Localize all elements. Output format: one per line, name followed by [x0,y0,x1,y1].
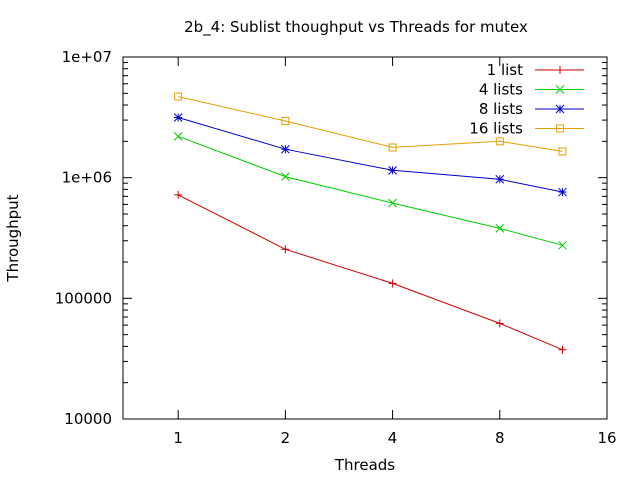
data-point-1-list [558,345,567,354]
y-tick-label: 10000 [64,410,112,428]
x-tick-label: 8 [495,429,505,447]
data-point-8-lists [281,144,290,154]
y-tick-label: 1e+07 [62,48,112,66]
legend-label-1-list: 1 list [487,61,523,79]
legend-marker-16-lists [556,124,564,133]
y-tick-label: 100000 [55,289,112,307]
data-point-4-lists [281,172,290,181]
x-axis-label: Threads [334,456,395,474]
legend-marker-4-lists [555,85,565,94]
data-point-16-lists [558,147,567,156]
data-point-1-list [388,279,397,288]
data-point-1-list [495,319,504,328]
y-axis: 10000 100000 1e+06 1e+07 [55,48,607,428]
data-point-1-list [174,190,183,199]
series-line-4-lists [178,135,563,246]
data-point-1-list [281,245,290,254]
data-point-16-lists [495,137,504,146]
x-tick-label: 2 [281,429,291,447]
data-point-16-lists [174,92,183,101]
data-point-16-lists [388,143,397,152]
x-tick-label: 16 [597,429,616,447]
legend-label-8-lists: 8 lists [479,100,523,118]
legend-label-4-lists: 4 lists [479,81,523,99]
legend-marker-1-list [556,66,564,74]
y-axis-label: Throughput [4,194,22,282]
legend-marker-8-lists [555,104,565,114]
data-point-16-lists [281,116,290,125]
x-axis: 1 2 4 8 16 [173,57,617,447]
data-point-8-lists [388,165,397,175]
data-point-8-lists [495,174,505,184]
x-tick-label: 1 [173,429,183,447]
data-point-4-lists [495,224,505,233]
x-tick-label: 4 [388,429,398,447]
series-line-16-lists [178,96,563,152]
data-point-4-lists [388,198,397,208]
legend-label-16-lists: 16 lists [469,120,523,138]
data-point-4-lists [173,131,183,141]
series-layer [173,92,567,354]
plot-frame [122,56,608,420]
y-tick-label: 1e+06 [62,169,112,187]
data-point-4-lists [558,240,567,250]
data-point-8-lists [173,113,183,122]
data-point-8-lists [558,187,567,197]
chart-title: 2b_4: Sublist thoughput vs Threads for m… [184,18,528,37]
series-line-1-list [177,194,563,351]
